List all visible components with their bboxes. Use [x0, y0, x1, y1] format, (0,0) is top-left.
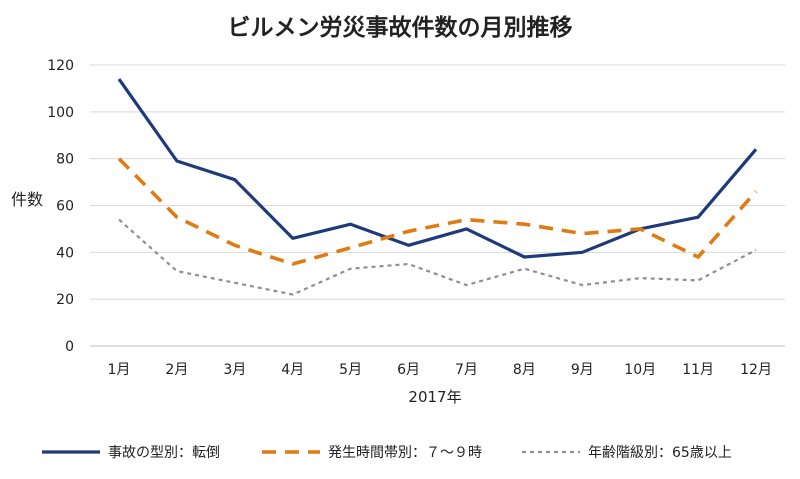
x-tick-label: 5月	[339, 362, 362, 378]
x-tick-label: 9月	[571, 362, 594, 378]
x-tick-label: 12月	[740, 362, 772, 378]
x-tick-label: 4月	[281, 362, 304, 378]
y-tick-label: 20	[56, 292, 74, 308]
x-tick-label: 10月	[624, 362, 656, 378]
y-tick-labels: 0 20 40 60 80 100 120	[47, 58, 74, 355]
y-tick-label: 0	[65, 339, 74, 355]
legend-label: 事故の型別：転倒	[108, 445, 220, 461]
series-line-2	[118, 218, 757, 296]
x-tick-label: 11月	[682, 362, 714, 378]
x-tick-label: 1月	[107, 362, 130, 378]
legend-label: 年齢階級別：65歳以上	[588, 445, 732, 461]
x-axis-label: 2017年	[408, 388, 461, 406]
x-tick-label: 3月	[223, 362, 246, 378]
series-line-1	[117, 157, 758, 266]
legend: 事故の型別：転倒 発生時間帯別：７～９時 年齢階級別：65歳以上	[42, 445, 732, 461]
gridlines	[90, 64, 785, 347]
x-tick-labels: 1月 2月 3月 4月 5月 6月 7月 8月 9月 10月 11月 12月	[107, 362, 771, 378]
y-tick-label: 80	[56, 152, 74, 168]
y-tick-label: 120	[47, 58, 74, 74]
x-tick-label: 6月	[397, 362, 420, 378]
y-tick-label: 60	[56, 199, 74, 215]
x-tick-label: 2月	[165, 362, 188, 378]
y-tick-label: 100	[47, 105, 74, 121]
x-tick-label: 7月	[455, 362, 478, 378]
series-lines	[117, 78, 758, 296]
y-axis-label: 件数	[11, 190, 43, 209]
chart-title: ビルメン労災事故件数の月別推移	[228, 14, 573, 41]
legend-label: 発生時間帯別：７～９時	[328, 445, 482, 461]
series-line-0	[117, 78, 758, 259]
y-tick-label: 40	[56, 245, 74, 261]
x-tick-label: 8月	[513, 362, 536, 378]
